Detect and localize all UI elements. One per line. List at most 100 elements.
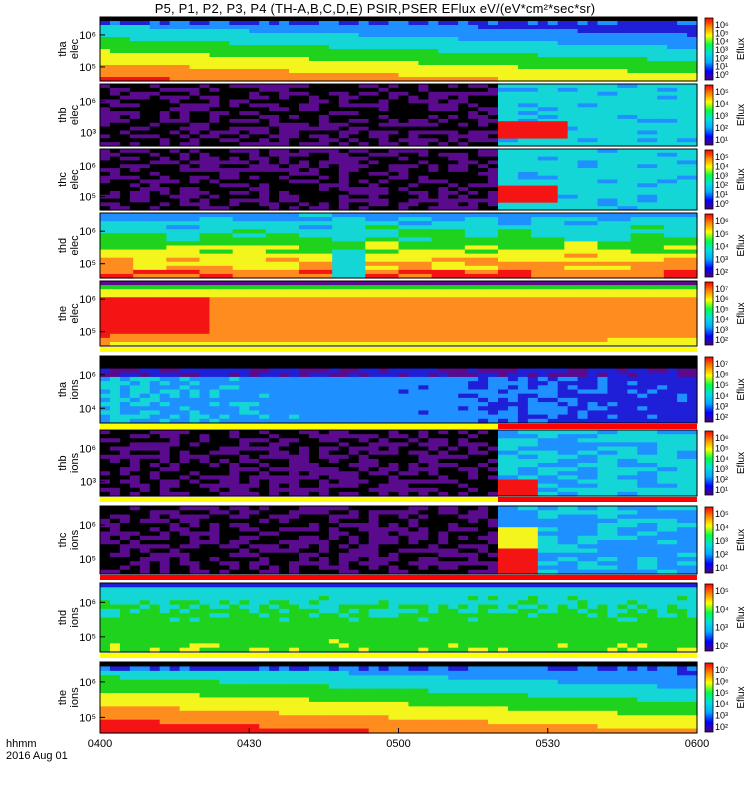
panel-ytick-label: 10⁶ bbox=[79, 520, 96, 532]
colorbar-tick-label: 10⁶ bbox=[715, 370, 729, 380]
colorbar-label: Eflux bbox=[736, 378, 747, 400]
panel-species-label: elec bbox=[69, 104, 81, 125]
panel-ytick-label: 10³ bbox=[80, 476, 96, 488]
colorbar-tick-label: 10⁴ bbox=[715, 99, 729, 109]
colorbar-tick-label: 10⁴ bbox=[715, 315, 729, 325]
panel-probe-label: tha bbox=[57, 40, 69, 56]
colorbar-tick-label: 10⁴ bbox=[715, 391, 729, 401]
colorbar-tick-label: 10⁴ bbox=[715, 523, 729, 533]
panel-ylabel: theelec bbox=[57, 303, 81, 324]
colorbar-tick-label: 10⁵ bbox=[715, 229, 729, 239]
colorbar-tick-label: 10³ bbox=[715, 45, 728, 55]
panel-ytick-label: 10⁴ bbox=[79, 403, 96, 415]
panel-ytick-label: 10⁶ bbox=[79, 30, 96, 42]
panel-ylabel: thdelec bbox=[57, 235, 81, 256]
colorbar-tick-label: 10⁰ bbox=[715, 70, 729, 80]
colorbar-tick-label: 10³ bbox=[715, 111, 728, 121]
colorbar-tick-label: 10² bbox=[715, 412, 728, 422]
panel-ytick-label: 10⁵ bbox=[79, 712, 96, 724]
colorbar-tick-label: 10⁵ bbox=[715, 28, 729, 38]
colorbar-tick-label: 10² bbox=[715, 123, 728, 133]
panel-species-label: ions bbox=[69, 379, 81, 400]
panel-species-label: ions bbox=[69, 687, 81, 708]
panel-ytick-label: 10⁶ bbox=[79, 226, 96, 238]
colorbar-tick-label: 10¹ bbox=[715, 135, 728, 145]
colorbar-tick-label: 10² bbox=[715, 550, 728, 560]
colorbar: 10⁵ 10⁴ 10³ 10² 10¹ Eflux bbox=[704, 506, 747, 574]
panel-probe-label: the bbox=[57, 306, 69, 321]
colorbar-label: Eflux bbox=[736, 606, 747, 628]
x-tick-label: 0530 bbox=[536, 738, 560, 750]
colorbar: 10⁶ 10⁵ 10⁴ 10³ 10² Eflux bbox=[704, 213, 747, 278]
panel-ytick-label: 10⁵ bbox=[79, 192, 96, 204]
colorbar-tick-label: 10³ bbox=[715, 711, 728, 721]
colorbar-label: Eflux bbox=[736, 452, 747, 474]
status-bar bbox=[100, 424, 697, 429]
status-bar bbox=[100, 497, 697, 502]
colorbar-tick-label: 10⁵ bbox=[715, 509, 729, 519]
panel-ytick-label: 10⁶ bbox=[79, 443, 96, 455]
colorbar-tick-label: 10⁴ bbox=[715, 37, 729, 47]
panel-probe-label: the bbox=[57, 690, 69, 705]
panel-probe-label: thc bbox=[57, 172, 69, 187]
panel-probe-label: thd bbox=[57, 610, 69, 625]
colorbar-label: Eflux bbox=[736, 302, 747, 324]
colorbar-label: Eflux bbox=[736, 234, 747, 256]
x-tick-label: 0600 bbox=[685, 738, 709, 750]
colorbar-tick-label: 10⁶ bbox=[715, 216, 729, 226]
panel-probe-label: tha bbox=[57, 381, 69, 397]
colorbar-tick-label: 10⁴ bbox=[715, 699, 729, 709]
panel-species-label: elec bbox=[69, 303, 81, 324]
colorbar: 10⁵ 10⁴ 10³ 10² 10¹ Eflux bbox=[704, 84, 747, 146]
colorbar-tick-label: 10³ bbox=[715, 536, 728, 546]
status-bar bbox=[100, 575, 697, 580]
colorbar-tick-label: 10² bbox=[715, 641, 728, 651]
panel-ylabel: theions bbox=[57, 687, 81, 708]
colorbar-tick-label: 10⁴ bbox=[715, 242, 729, 252]
colorbar: 10⁵ 10⁴ 10³ 10² Eflux bbox=[704, 583, 747, 652]
colorbar-tick-label: 10² bbox=[715, 180, 728, 190]
panel-species-label: ions bbox=[69, 607, 81, 628]
colorbar-tick-label: 10⁴ bbox=[715, 604, 729, 614]
panel-probe-label: thc bbox=[57, 532, 69, 547]
panel-ytick-label: 10⁶ bbox=[79, 294, 96, 306]
x-tick-label: 0400 bbox=[88, 738, 112, 750]
colorbar-tick-label: 10¹ bbox=[715, 190, 728, 200]
panel-ylabel: thbelec bbox=[57, 104, 81, 125]
panel-species-label: ions bbox=[69, 529, 81, 550]
colorbar-tick-label: 10² bbox=[715, 53, 728, 63]
colorbar-tick-label: 10³ bbox=[715, 325, 728, 335]
colorbar-tick-label: 10⁴ bbox=[715, 161, 729, 171]
panel-ytick-label: 10⁵ bbox=[79, 62, 96, 74]
panel-ytick-label: 10⁶ bbox=[79, 161, 96, 173]
panel-species-label: elec bbox=[69, 38, 81, 59]
panel-ylabel: thbions bbox=[57, 452, 81, 473]
x-axis-label: hhmm bbox=[6, 738, 37, 750]
colorbar-tick-label: 10⁵ bbox=[715, 87, 729, 97]
panel-ytick-label: 10³ bbox=[80, 127, 96, 139]
panel-ytick-label: 10⁶ bbox=[79, 597, 96, 609]
status-bar bbox=[100, 347, 697, 352]
colorbar-tick-label: 10² bbox=[715, 267, 728, 277]
colorbar-tick-label: 10⁵ bbox=[715, 688, 729, 698]
panel-species-label: ions bbox=[69, 452, 81, 473]
colorbar-tick-label: 10¹ bbox=[715, 62, 728, 72]
colorbar-tick-label: 10² bbox=[715, 722, 728, 732]
colorbar-tick-label: 10³ bbox=[715, 623, 728, 633]
panel-probe-label: thd bbox=[57, 238, 69, 253]
colorbar-tick-label: 10³ bbox=[715, 401, 728, 411]
